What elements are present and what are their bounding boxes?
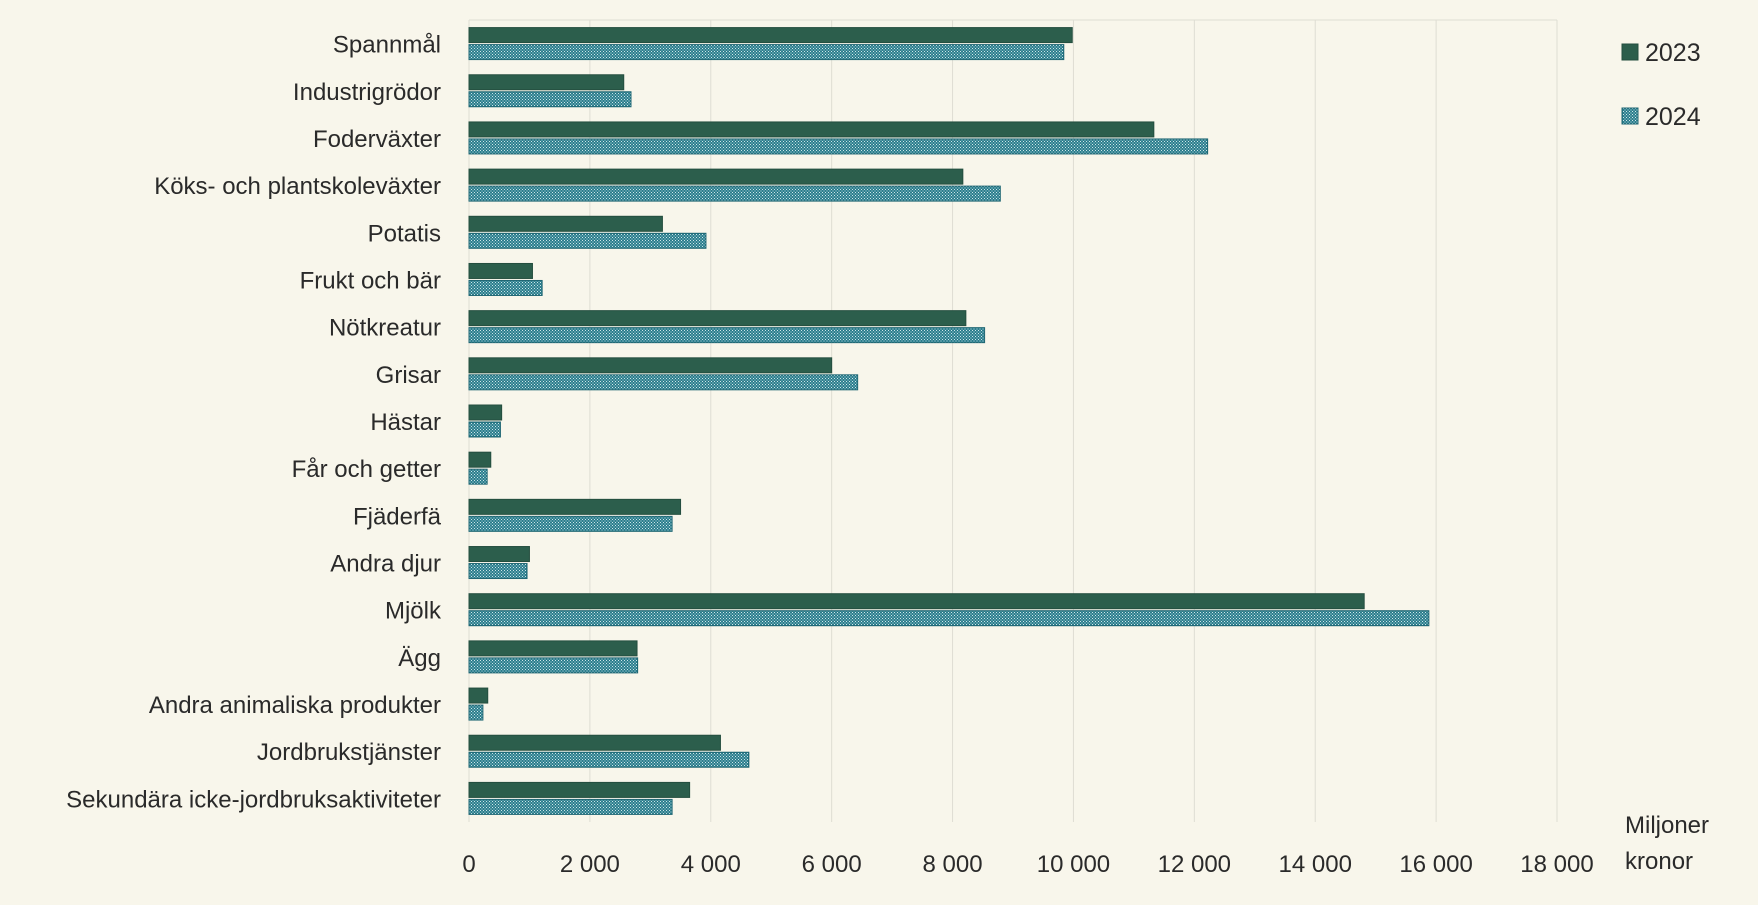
bar-2023 <box>468 781 691 798</box>
bar-2024 <box>468 798 673 815</box>
bar-2023 <box>468 357 833 374</box>
category-label: Spannmål <box>333 32 441 59</box>
x-unit-label-line2: kronor <box>1625 848 1693 875</box>
category-label: Fjäderfä <box>353 503 442 530</box>
bar-2024 <box>468 704 484 721</box>
x-tick-label: 12 000 <box>1158 851 1231 878</box>
bar-2023 <box>468 262 533 279</box>
category-label: Andra animaliska produkter <box>149 692 441 719</box>
category-label: Får och getter <box>292 456 441 483</box>
bar-2024 <box>468 279 543 296</box>
bar-2023 <box>468 74 625 91</box>
bar-2023 <box>468 310 967 327</box>
category-label: Sekundära icke-jordbruksaktiviteter <box>66 786 441 813</box>
bar-2023 <box>468 215 663 232</box>
legend-swatch <box>1621 43 1639 61</box>
category-label: Foderväxter <box>313 126 441 153</box>
x-unit-label-line1: Miljoner <box>1625 812 1709 839</box>
category-label: Potatis <box>368 220 441 247</box>
bar-2023 <box>468 121 1155 138</box>
bar-2024 <box>468 421 501 438</box>
bar-2024 <box>468 185 1001 202</box>
legend-label: 2024 <box>1645 103 1701 131</box>
x-tick-label: 18 000 <box>1520 851 1593 878</box>
bar-2023 <box>468 687 489 704</box>
bar-2024 <box>468 657 639 674</box>
category-label: Hästar <box>370 409 441 436</box>
bars <box>468 27 1430 815</box>
bar-2023 <box>468 451 492 468</box>
legend-swatch <box>1621 107 1639 125</box>
category-label: Grisar <box>376 362 441 389</box>
category-label: Industrigrödor <box>293 79 441 106</box>
x-tick-label: 0 <box>462 851 475 878</box>
bar-2023 <box>468 640 638 657</box>
bar-2024 <box>468 374 859 391</box>
bar-2023 <box>468 498 682 515</box>
x-tick-label: 16 000 <box>1399 851 1472 878</box>
x-tick-label: 10 000 <box>1037 851 1110 878</box>
bar-2024 <box>468 563 528 580</box>
x-tick-label: 14 000 <box>1279 851 1352 878</box>
x-tick-label: 6 000 <box>802 851 862 878</box>
x-tick-label: 2 000 <box>560 851 620 878</box>
bar-2024 <box>468 515 673 532</box>
bar-2024 <box>468 610 1430 627</box>
bar-2023 <box>468 168 964 185</box>
category-label: Frukt och bär <box>300 267 441 294</box>
bar-2024 <box>468 91 632 108</box>
bar-2024 <box>468 44 1065 61</box>
category-label: Andra djur <box>330 551 441 578</box>
bar-2024 <box>468 751 750 768</box>
x-tick-label: 8 000 <box>923 851 983 878</box>
bar-2024 <box>468 327 986 344</box>
bar-2024 <box>468 138 1209 155</box>
bar-2023 <box>468 593 1365 610</box>
x-tick-labels: 0 2 000 4 000 6 000 8 000 10 000 12 000 14 000 1… <box>462 851 1593 878</box>
category-label: Jordbrukstjänster <box>257 739 441 766</box>
bar-2023 <box>468 546 530 563</box>
category-label: Nötkreatur <box>329 315 441 342</box>
category-labels: Spannmål Industrigrödor Foderväxter Köks- o… <box>66 32 442 814</box>
category-label: Köks- och plantskoleväxter <box>154 173 441 200</box>
bar-2024 <box>468 232 707 249</box>
legend: 2023 2024 <box>1621 39 1701 131</box>
category-label: Ägg <box>398 645 441 672</box>
legend-label: 2023 <box>1645 39 1701 67</box>
category-label: Mjölk <box>385 598 442 625</box>
x-tick-label: 4 000 <box>681 851 741 878</box>
bar-2024 <box>468 468 488 485</box>
bar-2023 <box>468 404 503 421</box>
bar-2023 <box>468 734 721 751</box>
bar-2023 <box>468 27 1073 44</box>
